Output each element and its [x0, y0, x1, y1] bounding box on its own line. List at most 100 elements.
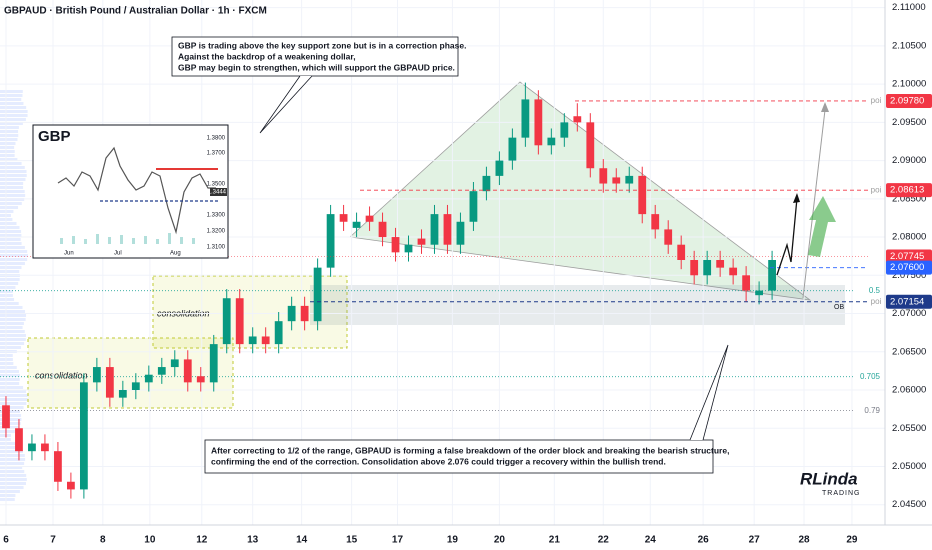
annotation-text: After correcting to 1/2 of the range, GB… — [211, 445, 729, 455]
profile-bar — [0, 318, 26, 321]
x-tick-label: 12 — [196, 535, 208, 546]
profile-bar — [0, 366, 17, 369]
profile-bar — [0, 142, 16, 145]
candle-body — [2, 405, 10, 429]
profile-bar — [0, 254, 28, 257]
profile-bar — [0, 166, 25, 169]
profile-bar — [0, 458, 26, 461]
candle-body — [729, 267, 738, 276]
x-tick-label: 22 — [598, 535, 610, 546]
fib-label: 0.5 — [869, 286, 881, 295]
candle-body — [196, 376, 205, 383]
candle-body — [703, 260, 712, 276]
profile-bar — [0, 94, 23, 97]
y-tick-label: 2.07500 — [892, 270, 926, 281]
arrow — [802, 109, 826, 299]
candle-body — [54, 451, 62, 482]
profile-bar — [0, 454, 25, 457]
candle-body — [92, 367, 101, 383]
profile-bar — [0, 442, 16, 445]
candle-body — [352, 221, 361, 228]
x-tick-label: 24 — [645, 535, 657, 546]
price-badge-label: 2.09780 — [890, 95, 924, 106]
candle-body — [456, 221, 465, 245]
x-tick-label: 21 — [549, 535, 561, 546]
profile-bar — [0, 346, 22, 349]
price-badge — [886, 260, 932, 275]
y-tick-label: 2.08000 — [892, 232, 926, 243]
profile-bar — [0, 418, 22, 421]
ob-label: OB — [834, 304, 844, 311]
profile-bar — [0, 226, 20, 229]
candle-body — [443, 214, 452, 245]
profile-bar — [0, 250, 28, 253]
candle-body — [677, 244, 686, 260]
profile-bar — [0, 194, 26, 197]
candle-body — [716, 260, 725, 268]
annotation-text: GBP is trading above the key support zon… — [178, 40, 466, 50]
candle-body — [235, 298, 244, 345]
profile-bar — [0, 270, 20, 273]
y-tick-label: 2.10500 — [892, 40, 926, 51]
profile-bar — [0, 266, 22, 269]
profile-bar — [0, 234, 22, 237]
candle-body — [547, 137, 556, 146]
profile-bar — [0, 202, 22, 205]
profile-bar — [0, 134, 19, 137]
candle-body — [313, 267, 322, 322]
x-tick-label: 27 — [749, 535, 761, 546]
profile-bar — [0, 314, 27, 317]
inset-y-label: 1.3800 — [207, 136, 226, 142]
x-tick-label: 14 — [296, 535, 308, 546]
candle-body — [261, 336, 270, 345]
candle-body — [222, 298, 231, 345]
candle-body — [248, 336, 257, 345]
candle-body — [131, 382, 140, 390]
candle-body — [573, 116, 582, 123]
candle-body — [638, 175, 647, 215]
callout-pointer — [259, 75, 313, 134]
inset-y-label: 1.3300 — [207, 213, 226, 219]
profile-bar — [0, 486, 24, 489]
candle-body — [664, 229, 673, 245]
candle-body — [690, 260, 699, 276]
candle-body — [15, 428, 23, 452]
profile-bar — [0, 370, 19, 373]
x-tick-label: 15 — [346, 535, 358, 546]
profile-bar — [0, 262, 25, 265]
x-tick-label: 10 — [144, 535, 156, 546]
plot: 0.5 0.705 0.79 poi poi poi — [0, 82, 882, 499]
profile-bar — [0, 122, 23, 125]
profile-bar — [0, 478, 27, 481]
y-tick-label: 2.10000 — [892, 79, 926, 90]
profile-bar — [0, 162, 22, 165]
profile-bar — [0, 406, 24, 409]
candle-body — [118, 390, 127, 398]
candle-body — [534, 99, 543, 146]
x-tick-label: 19 — [447, 535, 459, 546]
annotation-text: GBP may begin to strengthen, which will … — [178, 62, 455, 72]
profile-bar — [0, 286, 16, 289]
inset-month: Jul — [114, 251, 122, 257]
candle-body — [599, 168, 608, 184]
x-tick-label: 7 — [50, 535, 56, 546]
consolidation-zone — [27, 337, 234, 409]
y-tick-label: 2.08500 — [892, 193, 926, 204]
profile-bar — [0, 210, 14, 213]
x-tick-label: 17 — [392, 535, 404, 546]
inset-y-label: 1.3100 — [207, 245, 226, 251]
profile-bar — [0, 422, 21, 425]
y-tick-label: 2.06500 — [892, 346, 926, 357]
fib-label: 0.79 — [864, 406, 880, 415]
candle-body — [482, 175, 491, 192]
profile-bar — [0, 410, 20, 413]
profile-bar — [0, 302, 19, 305]
profile-bar — [0, 150, 15, 153]
y-tick-label: 2.06000 — [892, 385, 926, 396]
profile-bar — [0, 334, 26, 337]
profile-bar — [0, 98, 22, 101]
profile-bar — [0, 362, 14, 365]
level-tag: poi — [871, 297, 882, 306]
profile-bar — [0, 446, 20, 449]
